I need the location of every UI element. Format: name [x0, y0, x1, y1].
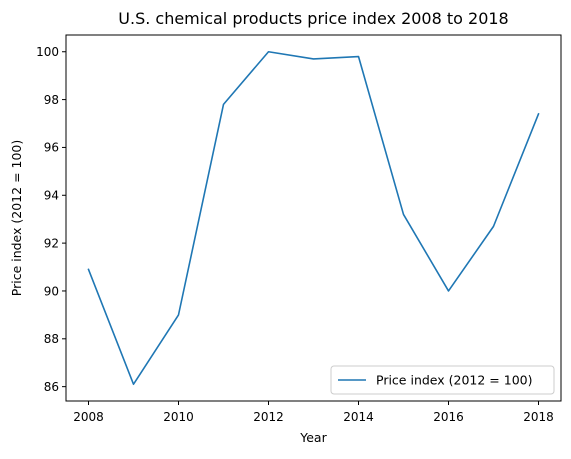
x-tick-label: 2018 — [523, 410, 554, 424]
x-axis-label: Year — [299, 430, 327, 445]
y-axis-label: Price index (2012 = 100) — [9, 140, 24, 296]
y-tick-label: 98 — [44, 93, 59, 107]
chart-title: U.S. chemical products price index 2008 … — [118, 9, 508, 28]
x-tick-label: 2010 — [163, 410, 194, 424]
plot-frame — [66, 35, 561, 401]
y-tick-label: 90 — [44, 284, 59, 298]
x-tick-label: 2008 — [73, 410, 104, 424]
y-tick-label: 92 — [44, 236, 59, 250]
x-axis-ticks: 2008 2010 2012 2014 2016 2018 — [73, 401, 554, 424]
y-axis-ticks: 86 88 90 92 94 96 98 100 — [36, 45, 66, 394]
legend-entry-label: Price index (2012 = 100) — [376, 373, 532, 388]
plot-area — [88, 52, 538, 385]
y-tick-label: 94 — [44, 189, 59, 203]
y-tick-label: 88 — [44, 332, 59, 346]
y-tick-label: 100 — [36, 45, 59, 59]
y-tick-label: 96 — [44, 141, 59, 155]
x-tick-label: 2016 — [433, 410, 464, 424]
series-line-0 — [89, 52, 539, 385]
x-tick-label: 2012 — [253, 410, 284, 424]
legend: Price index (2012 = 100) — [331, 366, 554, 394]
x-tick-label: 2014 — [343, 410, 374, 424]
y-tick-label: 86 — [44, 380, 59, 394]
